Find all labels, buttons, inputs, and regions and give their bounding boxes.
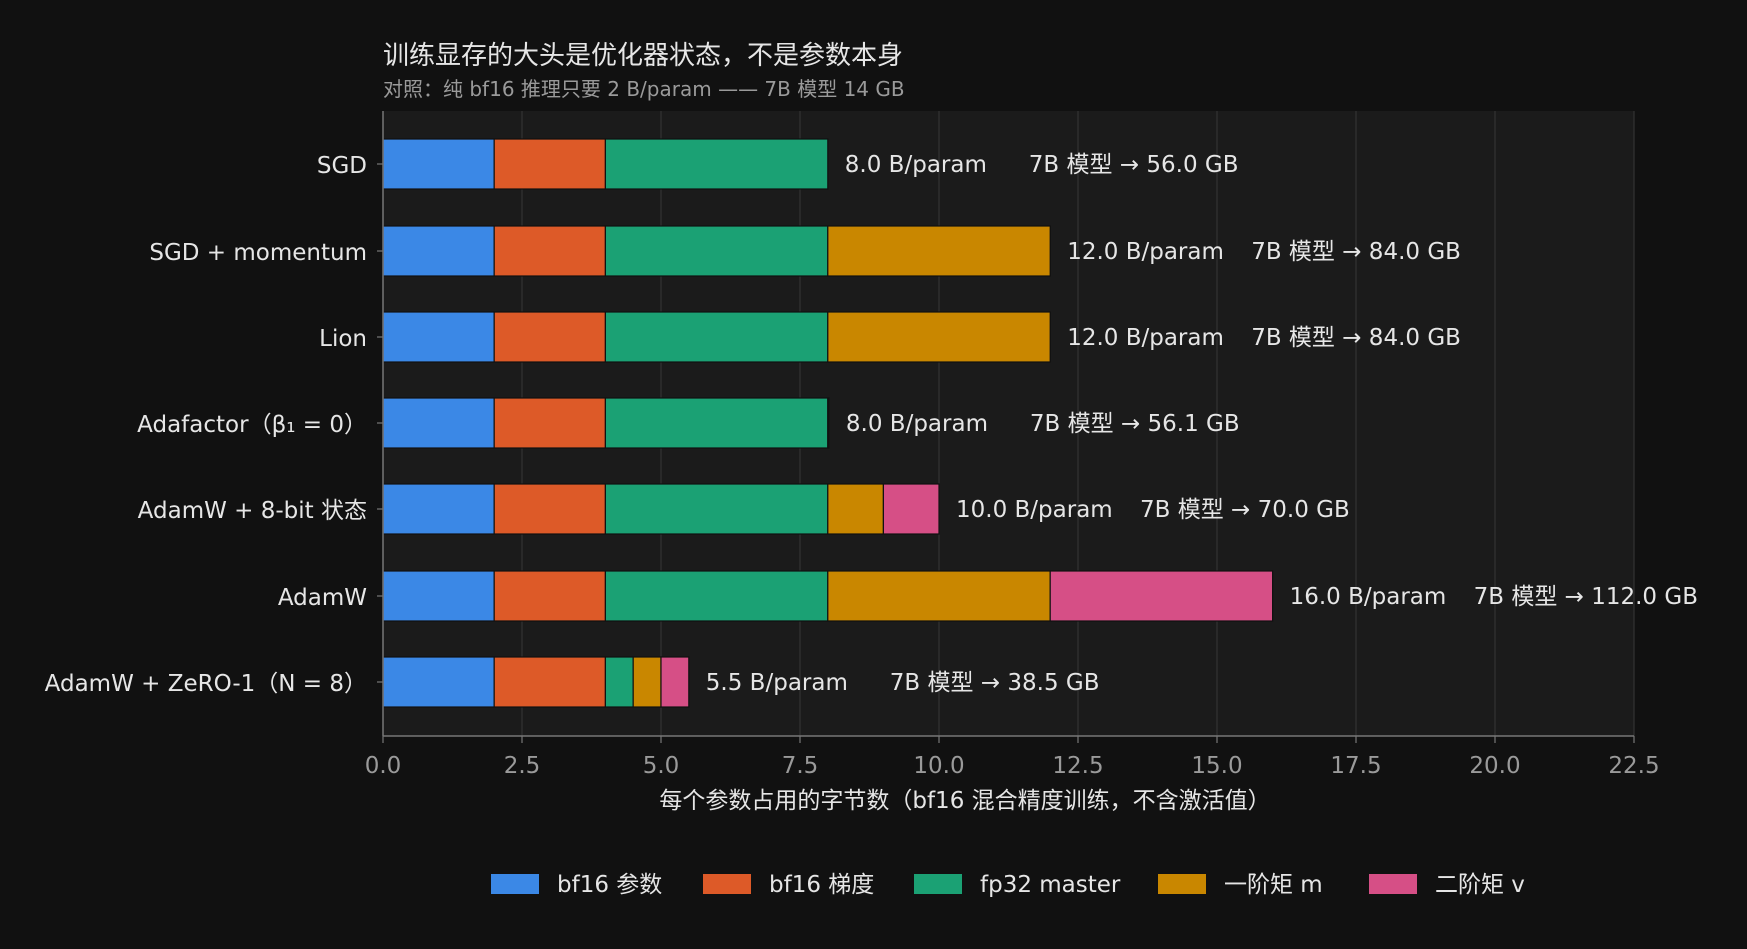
x-tick-label: 2.5 [504,753,541,779]
bar-segment [382,138,495,190]
category-label: AdamW + ZeRO-1（N = 8） [45,671,367,697]
bar-segment [382,483,495,535]
bar-segment [493,656,607,708]
bar-segment [1049,570,1274,622]
total-label: 12.0 B/param [1067,325,1224,351]
category-label: AdamW + 8-bit 状态 [138,498,367,524]
bar-segment [382,311,495,363]
model-size-label: 7B 模型 → 70.0 GB [1140,497,1350,523]
legend-swatch [491,874,539,894]
x-tick-label: 17.5 [1330,753,1381,779]
total-label: 10.0 B/param [956,497,1113,523]
bar-segment [882,483,940,535]
bar-segment [493,397,607,449]
x-tick-label: 10.0 [913,753,964,779]
bar-segment [604,138,829,190]
bar-segment [604,570,829,622]
legend-swatch [1158,874,1206,894]
bar-segment [382,225,495,277]
model-size-label: 7B 模型 → 84.0 GB [1251,325,1461,351]
bar-segment [827,311,1051,363]
x-tick-label: 22.5 [1608,753,1659,779]
bar-segment [493,570,607,622]
legend-label: 二阶矩 v [1435,872,1525,898]
category-label: Adafactor（β₁ = 0） [137,412,367,438]
total-label: 8.0 B/param [845,152,987,178]
total-label: 8.0 B/param [846,411,988,437]
legend-swatch [703,874,751,894]
x-tick-label: 0.0 [365,753,402,779]
total-label: 5.5 B/param [706,670,848,696]
bar-segment [493,483,607,535]
bar-segment [604,397,829,449]
bar-segment [493,311,607,363]
bar-segment [827,397,830,449]
model-size-label: 7B 模型 → 56.0 GB [1029,152,1239,178]
bar-segment [827,570,1051,622]
x-tick-label: 20.0 [1469,753,1520,779]
bar-segment [382,656,495,708]
x-tick-label: 15.0 [1191,753,1242,779]
model-size-label: 7B 模型 → 56.1 GB [1030,411,1240,437]
category-label: Lion [319,326,367,352]
legend-label: fp32 master [980,872,1121,898]
legend-label: bf16 参数 [557,872,662,898]
legend-label: bf16 梯度 [769,872,874,898]
category-label: AdamW [278,585,367,611]
model-size-label: 7B 模型 → 112.0 GB [1474,584,1698,610]
category-label: SGD + momentum [149,240,367,266]
bar-segment [827,483,884,535]
chart-subtitle: 对照：纯 bf16 推理只要 2 B/param —— 7B 模型 14 GB [383,77,905,101]
axes: 0.0 2.5 5.0 7.5 10.0 12.5 15.0 17.5 20.0 22.5 [365,111,1660,779]
bar-segment [660,656,690,708]
legend-swatch [914,874,962,894]
legend-label: 一阶矩 m [1224,872,1323,898]
bar-segment [493,225,607,277]
bar-segment [604,225,829,277]
bar-segment [827,225,1051,277]
x-tick-label: 5.0 [643,753,680,779]
total-label: 12.0 B/param [1067,239,1224,265]
total-label: 16.0 B/param [1290,584,1447,610]
bar-segment [604,483,829,535]
bar-segment [632,656,662,708]
bars [382,138,1274,708]
bar-segment [382,570,495,622]
value-labels: 8.0 B/param 7B 模型 → 56.0 GB SGD 12.0 B/para… [45,152,1698,697]
x-tick-label: 12.5 [1052,753,1103,779]
x-tick-label: 7.5 [782,753,819,779]
bar-segment [604,311,829,363]
category-label: SGD [317,153,367,179]
chart-title: 训练显存的大头是优化器状态，不是参数本身 [383,41,903,71]
bar-segment [493,138,607,190]
model-size-label: 7B 模型 → 38.5 GB [890,670,1100,696]
bar-segment [604,656,634,708]
legend-swatch [1369,874,1417,894]
bar-segment [382,397,495,449]
legend: bf16 参数 bf16 梯度 fp32 master 一阶矩 m 二阶矩 v [491,872,1525,898]
x-axis-label: 每个参数占用的字节数（bf16 混合精度训练，不含激活值） [659,788,1270,814]
model-size-label: 7B 模型 → 84.0 GB [1251,239,1461,265]
